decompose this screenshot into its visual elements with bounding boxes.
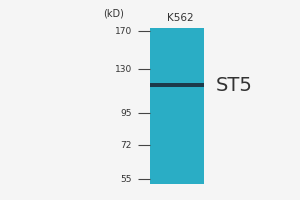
Text: 72: 72	[121, 140, 132, 149]
Bar	[150, 28, 204, 184]
Text: 55: 55	[121, 174, 132, 184]
Text: 95: 95	[121, 108, 132, 117]
Text: 130: 130	[115, 64, 132, 73]
Text: 170: 170	[115, 26, 132, 36]
Bar	[150, 83, 204, 87]
Text: (kD): (kD)	[103, 8, 124, 18]
Text: K562: K562	[167, 13, 193, 23]
Text: ST5: ST5	[216, 76, 253, 95]
